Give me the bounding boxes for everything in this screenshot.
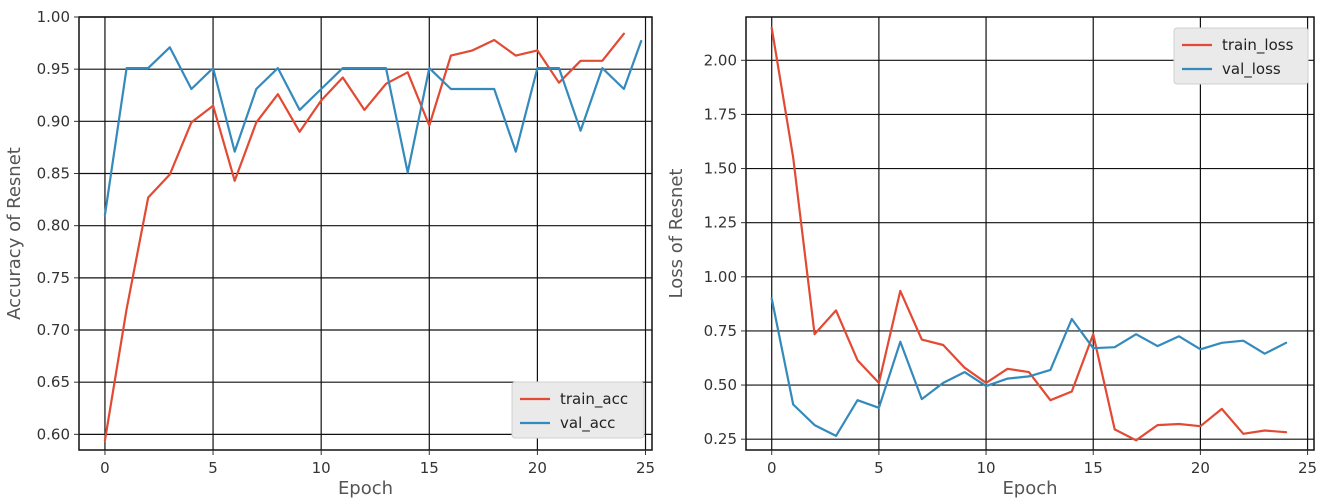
acc-series-train_acc (103, 32, 626, 442)
loss-y-tick-label: 1.50 (704, 160, 737, 178)
acc-plot-area (78, 16, 653, 451)
acc-x-tick-label: 25 (636, 459, 655, 477)
acc-y-tick-label: 1.00 (37, 8, 70, 26)
loss-x-tick-label: 15 (1084, 459, 1103, 477)
acc-y-tick-label: 0.75 (37, 269, 70, 287)
acc-x-tick-label: 15 (420, 459, 439, 477)
loss-y-tick-label: 0.25 (704, 430, 737, 448)
acc-y-tick-label: 0.80 (37, 217, 70, 235)
loss-series-val_loss (770, 297, 1288, 437)
loss-y-tick-label: 0.75 (704, 322, 737, 340)
acc-y-tick-label: 0.70 (37, 321, 70, 339)
loss-x-tick-label: 10 (977, 459, 996, 477)
acc-legend-label-train_acc: train_acc (560, 390, 628, 409)
loss-y-tick-label: 1.75 (704, 105, 737, 123)
acc-x-axis-label: Epoch (338, 478, 393, 499)
acc-legend-label-val_acc: val_acc (560, 414, 615, 433)
loss-legend-label-val_loss: val_loss (1222, 60, 1281, 79)
loss-y-axis-label: Loss of Resnet (666, 169, 687, 299)
loss-y-tick-label: 2.00 (704, 51, 737, 69)
loss-x-tick-label: 20 (1191, 459, 1210, 477)
loss-series-train_loss (770, 26, 1288, 442)
loss-y-tick-label: 1.00 (704, 268, 737, 286)
loss-y-tick-label: 1.25 (704, 214, 737, 232)
acc-y-axis-label: Accuracy of Resnet (4, 147, 25, 320)
acc-series-val_acc (103, 39, 643, 217)
acc-x-tick-label: 5 (208, 459, 218, 477)
loss-chart: 0 5 10 15 20 25 0.25 0.50 0.75 1.00 1.25 1.50 1.75 2.… (662, 0, 1325, 504)
loss-x-tick-label: 5 (874, 459, 884, 477)
loss-x-tick-label: 0 (767, 459, 777, 477)
acc-y-tick-label: 0.60 (37, 425, 70, 443)
loss-legend: train_loss val_loss (1173, 27, 1309, 85)
accuracy-chart-svg: 0 5 10 15 20 25 0.60 0.65 0.70 0.75 0.80 0.85 0.90 0.… (4, 8, 655, 499)
loss-x-tick-label: 25 (1298, 459, 1317, 477)
acc-y-tick-label: 0.85 (37, 165, 70, 183)
acc-y-tick-label: 0.95 (37, 60, 70, 78)
loss-plot-area (745, 16, 1315, 451)
acc-y-tick-label: 0.65 (37, 373, 70, 391)
loss-x-axis-label: Epoch (1002, 478, 1057, 499)
acc-y-tick-label: 0.90 (37, 112, 70, 130)
acc-x-tick-label: 10 (312, 459, 331, 477)
accuracy-chart: 0 5 10 15 20 25 0.60 0.65 0.70 0.75 0.80 0.85 0.90 0.… (0, 0, 662, 504)
loss-chart-svg: 0 5 10 15 20 25 0.25 0.50 0.75 1.00 1.25 1.50 1.75 2.… (666, 16, 1317, 499)
loss-legend-label-train_loss: train_loss (1222, 36, 1294, 55)
acc-x-tick-label: 0 (100, 459, 110, 477)
acc-legend: train_acc val_acc (511, 381, 645, 439)
acc-x-tick-label: 20 (528, 459, 547, 477)
loss-y-tick-label: 0.50 (704, 376, 737, 394)
